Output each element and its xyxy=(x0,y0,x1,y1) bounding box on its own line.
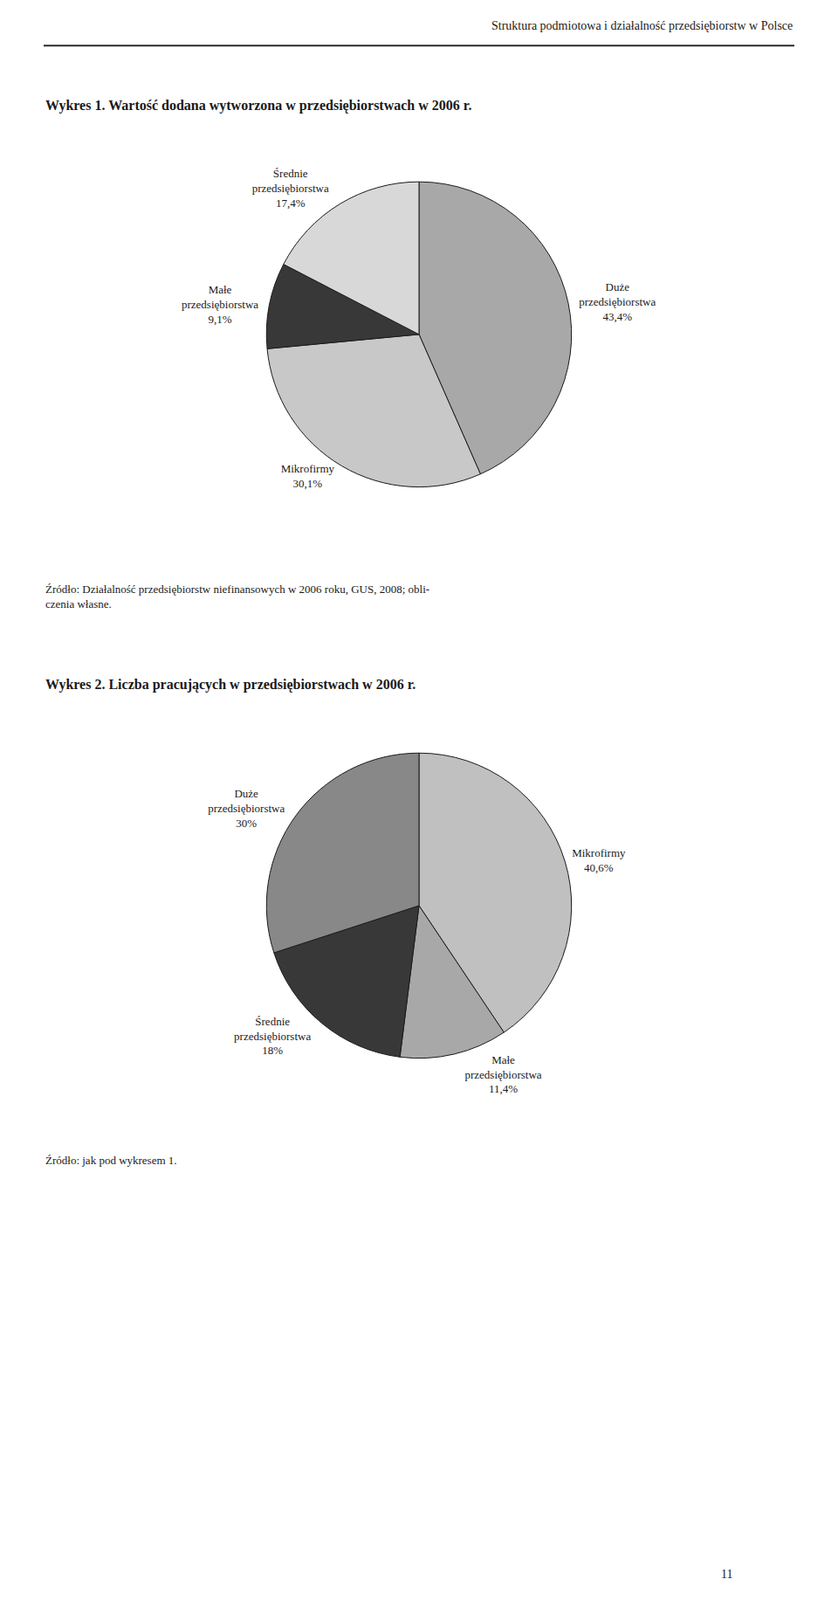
svg-text:Mikrofirmy40,6%: Mikrofirmy40,6% xyxy=(571,845,626,874)
svg-text:Źródło: Działalność przedsiębi: Źródło: Działalność przedsiębiorstw nief… xyxy=(45,582,430,611)
svg-text:Mikrofirmy30,1%: Mikrofirmy30,1% xyxy=(281,461,336,490)
svg-text:Średnieprzedsiębiorstwa17,4%: Średnieprzedsiębiorstwa17,4% xyxy=(252,166,330,210)
svg-text:Dużeprzedsiębiorstwa43,4%: Dużeprzedsiębiorstwa43,4% xyxy=(578,280,656,323)
svg-text:Wykres 2. Liczba pracujących w: Wykres 2. Liczba pracujących w przedsięb… xyxy=(45,676,416,693)
svg-text:Wykres 1. Wartość dodana wytwo: Wykres 1. Wartość dodana wytworzona w pr… xyxy=(45,97,472,114)
svg-text:Średnieprzedsiębiorstwa18%: Średnieprzedsiębiorstwa18% xyxy=(233,1014,311,1058)
svg-text:Małeprzedsiębiorstwa11,4%: Małeprzedsiębiorstwa11,4% xyxy=(464,1052,542,1096)
svg-text:Małeprzedsiębiorstwa9,1%: Małeprzedsiębiorstwa9,1% xyxy=(181,282,259,326)
svg-text:11: 11 xyxy=(721,1566,733,1580)
svg-text:Dużeprzedsiębiorstwa30%: Dużeprzedsiębiorstwa30% xyxy=(207,786,285,830)
svg-text:Struktura podmiotowa i działal: Struktura podmiotowa i działalność przed… xyxy=(491,19,793,33)
svg-text:Źródło: jak pod wykresem 1.: Źródło: jak pod wykresem 1. xyxy=(45,1153,178,1167)
